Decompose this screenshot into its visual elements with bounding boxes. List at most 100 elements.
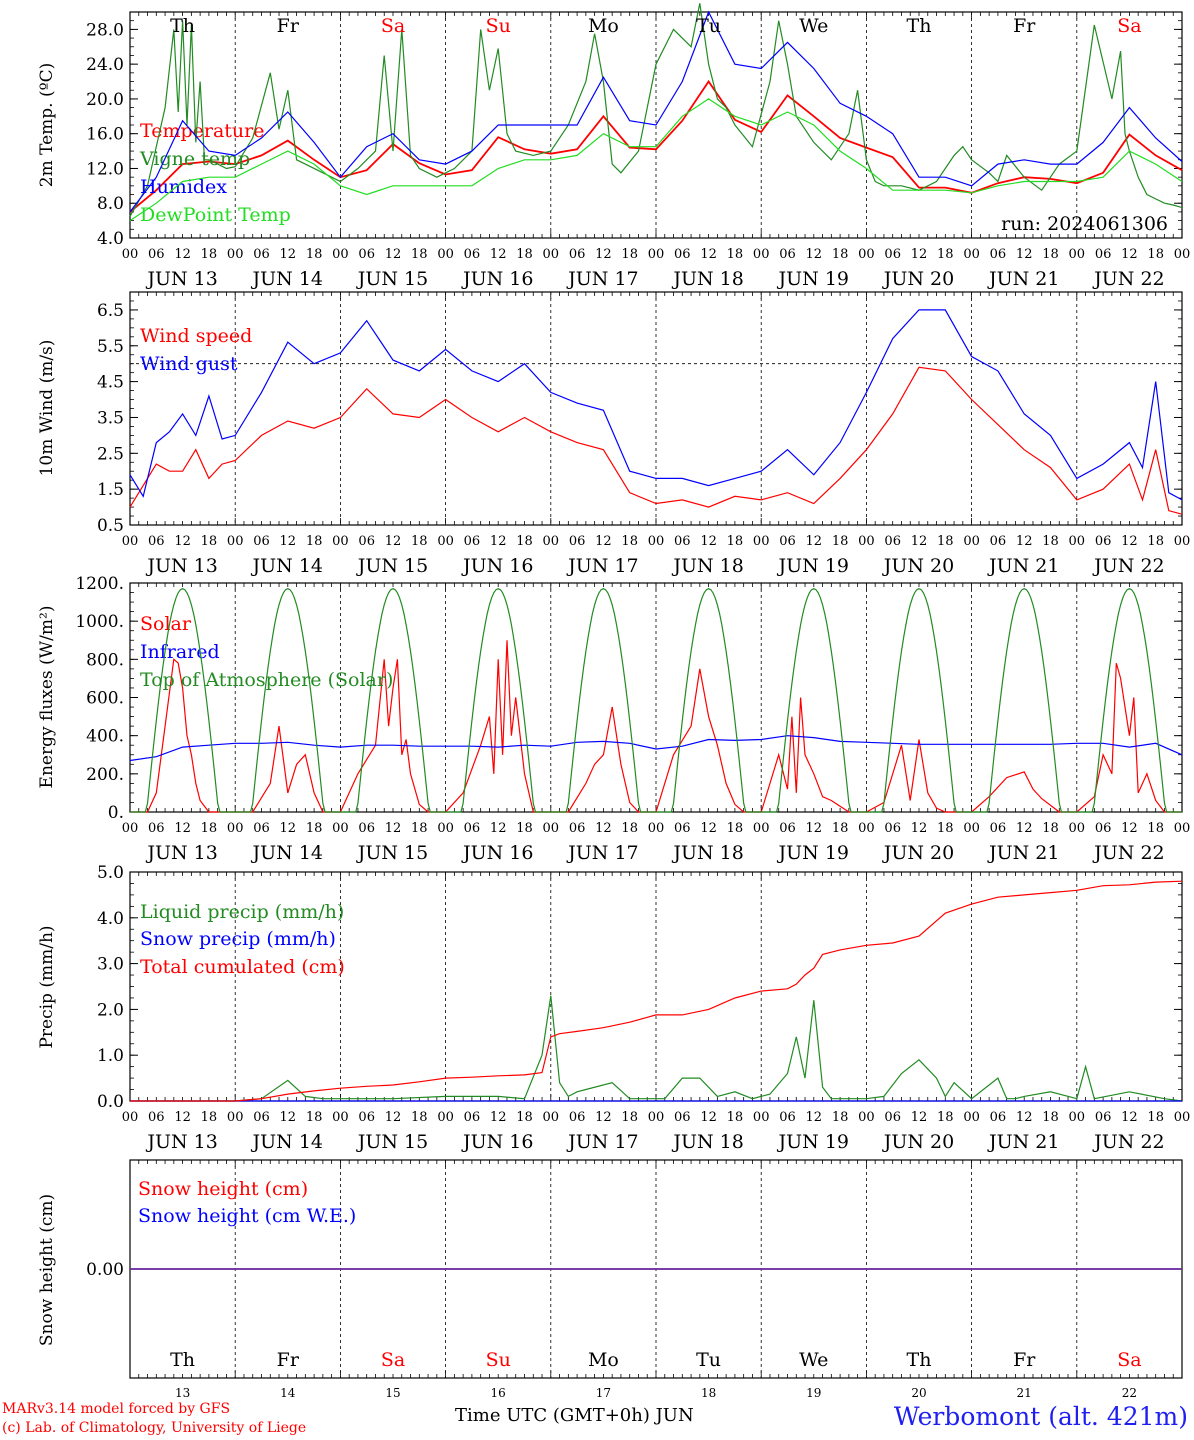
hour-tick-label: 18 (411, 534, 428, 549)
y-tick-label: 28.0 (86, 20, 124, 40)
weekday-label: Fr (277, 1349, 300, 1371)
hour-tick-label: 12 (595, 1110, 612, 1125)
weekday-label: We (799, 1349, 828, 1371)
hour-tick-label: 06 (148, 821, 165, 836)
hour-tick-label: 00 (122, 1110, 139, 1125)
hour-tick-label: 12 (385, 821, 402, 836)
weekday-label: Fr (1013, 1349, 1036, 1371)
legend-entry: Snow precip (mm/h) (140, 928, 336, 950)
date-label: JUN 20 (882, 1131, 954, 1153)
date-label: JUN 19 (777, 1131, 849, 1153)
series-line-wind-gust (129, 309, 1183, 501)
hour-tick-label: 06 (358, 247, 375, 262)
weekday-label: Sa (381, 15, 405, 37)
hour-tick-label: 00 (1069, 247, 1086, 262)
hour-tick-label: 12 (280, 247, 297, 262)
hour-tick-label: 00 (1069, 534, 1086, 549)
hour-tick-label: 00 (963, 247, 980, 262)
y-axis-label: 2m Temp. (ºC) (37, 63, 57, 188)
hour-tick-label: 06 (779, 534, 796, 549)
hour-tick-label: 06 (464, 534, 481, 549)
hour-tick-label: 06 (358, 1110, 375, 1125)
hour-tick-label: 12 (595, 534, 612, 549)
hour-tick-label: 06 (464, 247, 481, 262)
hour-tick-label: 06 (253, 247, 270, 262)
y-tick-label: 6.5 (97, 301, 124, 321)
hour-tick-label: 18 (937, 821, 954, 836)
y-tick-label: 2.5 (97, 444, 124, 464)
hour-tick-label: 00 (332, 247, 349, 262)
hour-tick-label: 12 (490, 1110, 507, 1125)
hour-tick-label: 12 (1016, 1110, 1033, 1125)
hour-tick-label: 12 (174, 1110, 191, 1125)
hour-tick-label: 06 (464, 1110, 481, 1125)
hour-tick-label: 00 (227, 821, 244, 836)
date-label: JUN 13 (145, 555, 217, 577)
legend-entry: Snow height (cm W.E.) (138, 1205, 356, 1227)
hour-tick-label: 06 (779, 821, 796, 836)
hour-tick-label: 06 (148, 247, 165, 262)
date-label: JUN 17 (566, 1131, 638, 1153)
y-axis-label: Precip (mm/h) (37, 925, 57, 1048)
hour-tick-label: 00 (753, 534, 770, 549)
legend-entry: Wind gust (140, 353, 238, 375)
hour-tick-label: 18 (516, 821, 533, 836)
legend-entry: Snow height (cm) (138, 1178, 308, 1200)
date-label: JUN 18 (671, 842, 743, 864)
series-line-temperature (129, 79, 1183, 213)
y-tick-label: 20.0 (86, 90, 124, 110)
hour-tick-label: 06 (990, 821, 1007, 836)
hour-tick-label: 18 (1042, 821, 1059, 836)
weekday-label: Fr (1013, 15, 1036, 37)
y-tick-label: 200. (86, 765, 124, 785)
weekday-label: We (799, 15, 828, 37)
hour-tick-label: 18 (832, 534, 849, 549)
weekday-label: Tu (696, 1349, 721, 1371)
hour-tick-label: 06 (253, 1110, 270, 1125)
date-label: JUN 19 (777, 842, 849, 864)
date-label: JUN 14 (251, 1131, 323, 1153)
y-tick-label: 0.0 (97, 1092, 124, 1112)
hour-tick-label: 12 (1121, 247, 1138, 262)
date-label: JUN 22 (1092, 268, 1164, 290)
y-axis-label: 10m Wind (m/s) (37, 340, 57, 477)
date-label: JUN 15 (356, 268, 428, 290)
hour-tick-label: 12 (595, 247, 612, 262)
hour-tick-label: 12 (280, 534, 297, 549)
hour-tick-label: 00 (227, 247, 244, 262)
date-label: JUN 20 (882, 555, 954, 577)
day-number-label: 18 (701, 1386, 716, 1400)
y-tick-label: 1200. (75, 574, 124, 594)
hour-tick-label: 06 (884, 534, 901, 549)
hour-tick-label: 00 (437, 821, 454, 836)
hour-tick-label: 18 (727, 247, 744, 262)
hour-tick-label: 18 (201, 821, 218, 836)
hour-tick-label: 12 (385, 534, 402, 549)
hour-tick-label: 00 (753, 247, 770, 262)
day-number-label: 17 (596, 1386, 611, 1400)
hour-tick-label: 18 (201, 534, 218, 549)
date-label: JUN 22 (1092, 842, 1164, 864)
legend-entry: Solar (140, 613, 192, 635)
hour-tick-label: 12 (700, 1110, 717, 1125)
hour-tick-label: 00 (858, 247, 875, 262)
legend-entry: DewPoint Temp (140, 204, 291, 226)
hour-tick-label: 00 (1069, 1110, 1086, 1125)
weekday-label: Th (170, 15, 195, 37)
weekday-label: Tu (696, 15, 721, 37)
y-axis-label: Energy fluxes (W/m²) (37, 606, 57, 789)
date-label: JUN 17 (566, 842, 638, 864)
legend-entry: Temperature (140, 120, 264, 142)
date-label: JUN 22 (1092, 1131, 1164, 1153)
hour-tick-label: 18 (1147, 1110, 1164, 1125)
date-label: JUN 20 (882, 268, 954, 290)
hour-tick-label: 18 (937, 1110, 954, 1125)
legend-entry: Liquid precip (mm/h) (140, 901, 344, 923)
day-number-label: 14 (280, 1386, 296, 1400)
hour-tick-label: 18 (516, 1110, 533, 1125)
day-number-label: 16 (491, 1386, 506, 1400)
series-line-infrared (129, 735, 1183, 762)
date-label: JUN 17 (566, 268, 638, 290)
hour-tick-label: 06 (1095, 1110, 1112, 1125)
